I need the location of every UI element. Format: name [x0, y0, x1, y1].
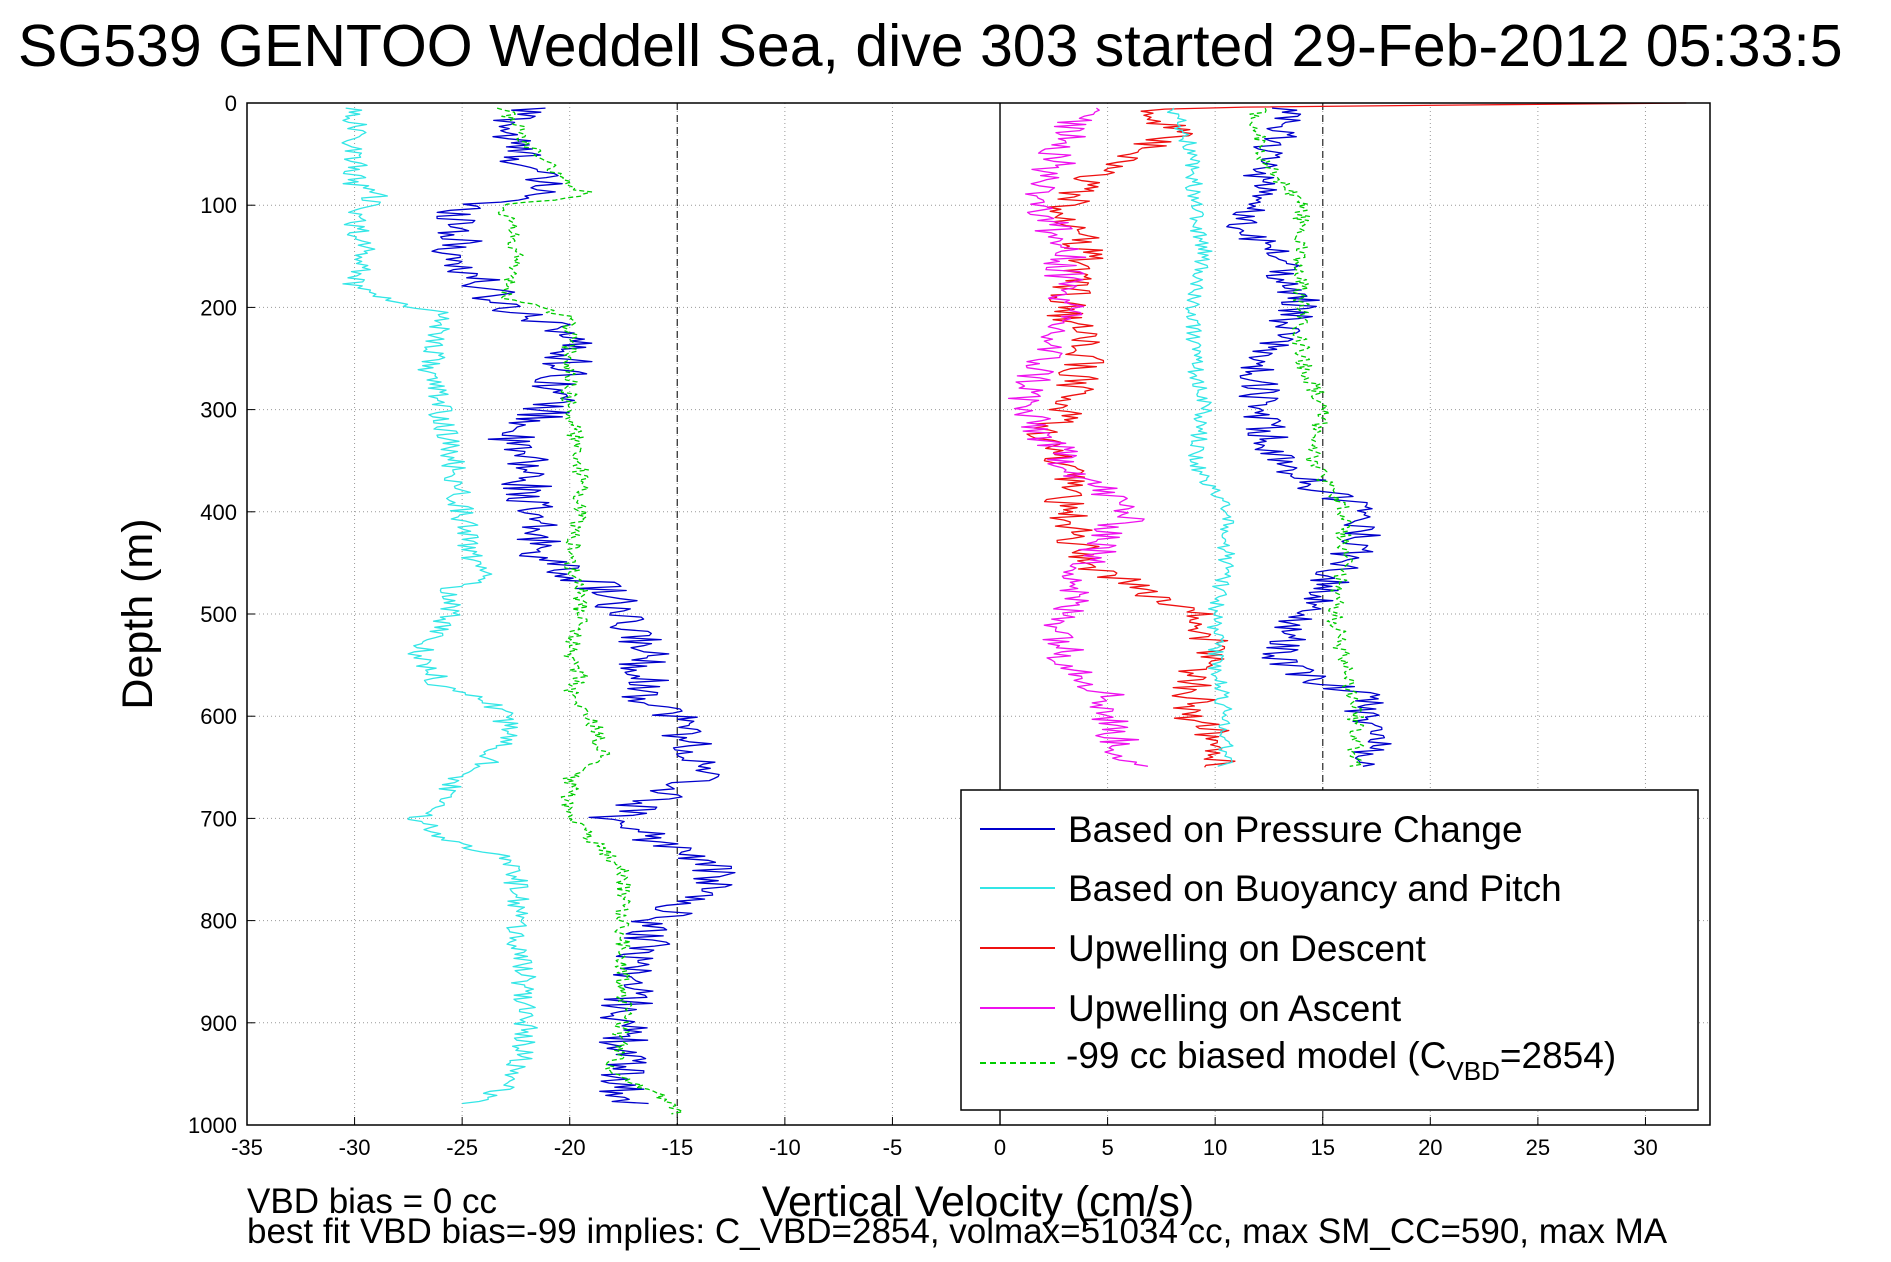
series-line	[1166, 107, 1236, 767]
series-line	[1226, 107, 1392, 767]
x-tick-label: 20	[1418, 1135, 1442, 1160]
y-tick-label: 700	[200, 806, 237, 831]
series-line	[1026, 102, 1687, 768]
x-tick-label: -10	[769, 1135, 801, 1160]
legend-entry-buoyancy-pitch: Based on Buoyancy and Pitch	[980, 868, 1562, 909]
legend: Based on Pressure Change Based on Buoyan…	[960, 789, 1699, 1111]
y-tick-label: 100	[200, 193, 237, 218]
x-tick-label: -5	[883, 1135, 903, 1160]
x-tick-label: -35	[231, 1135, 263, 1160]
legend-entry-pressure-change: Based on Pressure Change	[980, 809, 1523, 850]
series-layer	[341, 102, 1687, 1115]
x-tick-label: 0	[994, 1135, 1006, 1160]
legend-entry-upwelling-descent: Upwelling on Descent	[980, 928, 1427, 969]
series-line	[496, 107, 684, 1115]
x-tick-label: -25	[446, 1135, 478, 1160]
x-axis-label: Vertical Velocity (cm/s)	[762, 1178, 1195, 1226]
x-tick-label: 10	[1203, 1135, 1227, 1160]
y-tick-label: 400	[200, 500, 237, 525]
x-tick-label: 30	[1633, 1135, 1657, 1160]
x-tick-label: 15	[1310, 1135, 1334, 1160]
legend-label-upwelling-ascent: Upwelling on Ascent	[1068, 988, 1402, 1029]
series-line	[1007, 107, 1149, 767]
y-tick-label: 0	[225, 91, 237, 116]
y-tick-label: 600	[200, 704, 237, 729]
y-tick-label: 800	[200, 909, 237, 934]
y-tick-label: 300	[200, 398, 237, 423]
chart-title: SG539 GENTOO Weddell Sea, dive 303 start…	[18, 13, 1843, 79]
x-tick-label: -15	[661, 1135, 693, 1160]
legend-entry-biased-model: -99 cc biased model (CVBD=2854)	[980, 1035, 1616, 1086]
series-line	[1249, 107, 1365, 767]
legend-label-pressure-change: Based on Pressure Change	[1068, 809, 1523, 850]
y-tick-label: 200	[200, 295, 237, 320]
axis-ticks: -35 -30 -25 -20 -15 -10 -5 0 5 10 15 20 25 3001002003…	[188, 91, 1658, 1160]
x-tick-label: 5	[1101, 1135, 1113, 1160]
y-tick-label: 1000	[188, 1113, 237, 1138]
y-tick-label: 900	[200, 1011, 237, 1036]
vbd-bias-note: VBD bias = 0 cc	[247, 1182, 497, 1221]
x-tick-label: -30	[339, 1135, 371, 1160]
legend-box	[960, 789, 1699, 1111]
legend-label-biased-model: -99 cc biased model (CVBD=2854)	[1066, 1035, 1616, 1086]
legend-label-buoyancy-pitch: Based on Buoyancy and Pitch	[1068, 868, 1562, 909]
legend-label-upwelling-descent: Upwelling on Descent	[1068, 928, 1427, 969]
y-tick-label: 500	[200, 602, 237, 627]
series-line	[431, 107, 736, 1105]
y-axis-label: Depth (m)	[114, 518, 162, 709]
legend-label-biased-model-subscript: VBD	[1446, 1056, 1499, 1086]
best-fit-note: best fit VBD bias=-99 implies: C_VBD=285…	[247, 1212, 1668, 1251]
x-tick-label: 25	[1526, 1135, 1550, 1160]
legend-label-biased-model-prefix: -99 cc biased model (C	[1066, 1035, 1446, 1076]
series-line	[341, 107, 538, 1105]
legend-label-biased-model-suffix: =2854)	[1500, 1035, 1616, 1076]
x-tick-label: -20	[554, 1135, 586, 1160]
legend-entry-upwelling-ascent: Upwelling on Ascent	[980, 988, 1402, 1029]
